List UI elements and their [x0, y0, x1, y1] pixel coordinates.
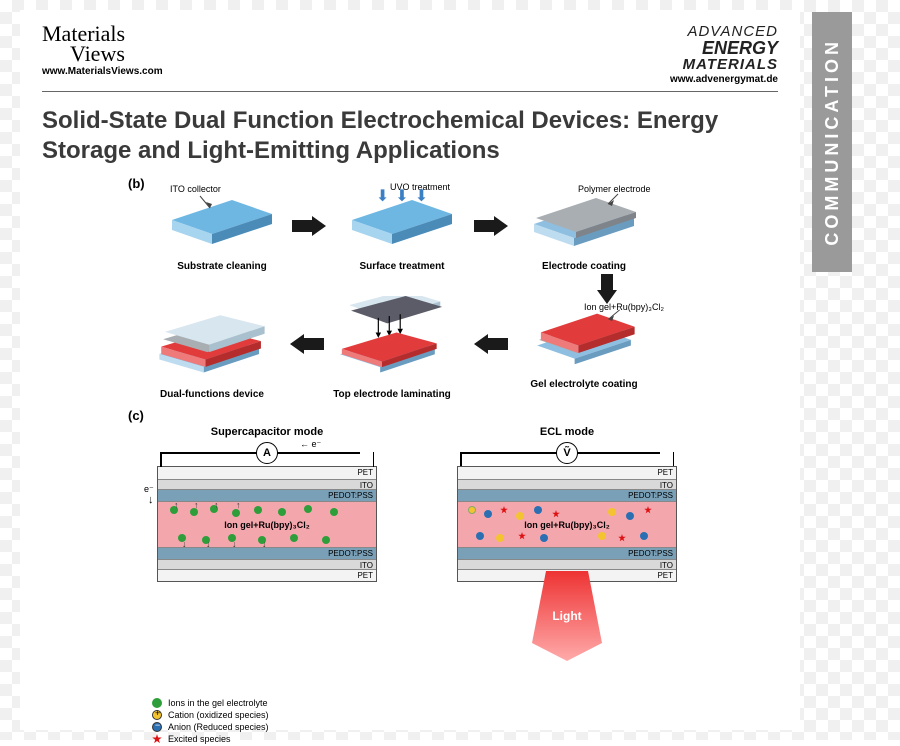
section-tab-label: COMMUNICATION	[822, 38, 843, 246]
light-beam-icon: Light	[532, 571, 602, 661]
journal-brand: ADVANCED ENERGY MATERIALS www.advenergym…	[670, 24, 778, 85]
journal-url: www.advenergymat.de	[670, 74, 778, 85]
article-title: Solid-State Dual Function Electrochemica…	[42, 106, 778, 166]
panel-c-label: (c)	[128, 408, 144, 423]
step-gel-coating: Ion gel+Ru(bpy)₃Cl₂ Gel electrolyte coat…	[514, 308, 654, 390]
step-surface-treatment: UVO treatment ⬇⬇⬇ Surface treatment	[332, 190, 472, 272]
slab-icon	[524, 190, 644, 250]
circuit-icon: ← e⁻ A	[142, 442, 392, 466]
logo-url: www.MaterialsViews.com	[42, 66, 163, 77]
page: MaterialsViews www.MaterialsViews.com AD…	[20, 10, 800, 730]
slab-icon	[152, 306, 272, 378]
slab-icon	[524, 308, 644, 368]
gel-layer: Ion gel+Ru(bpy)₃Cl₂	[158, 501, 376, 547]
gel-layer: Ion gel+Ru(bpy)₃Cl₂	[458, 501, 676, 547]
ammeter-icon: A	[256, 442, 278, 464]
circuit-icon: Ṽ	[442, 442, 692, 466]
voltmeter-icon: Ṽ	[556, 442, 578, 464]
step-final-device: Dual-functions device	[142, 306, 282, 400]
legend: Ions in the gel electrolyte +Cation (oxi…	[152, 696, 269, 746]
ion-swatch-icon	[152, 698, 162, 708]
slab-icon	[162, 190, 282, 250]
step-laminating: Top electrode laminating	[322, 296, 462, 400]
section-tab: COMMUNICATION	[812, 12, 852, 272]
arrow-down-icon	[597, 274, 617, 304]
arrow-right-icon	[292, 216, 326, 236]
anion-swatch-icon: −	[152, 722, 162, 732]
step-substrate-cleaning: ITO collector Substrate cleaning	[152, 190, 292, 272]
cation-swatch-icon: +	[152, 710, 162, 720]
layer-stack: PET ITO PEDOT:PSS Ion gel+Ru(bpy)₃Cl₂	[157, 466, 377, 582]
excited-swatch-icon	[152, 734, 162, 744]
arrow-left-icon	[474, 334, 508, 354]
ecl-mode: ECL mode Ṽ PET ITO PEDOT:PSS Ion gel+Ru…	[442, 426, 692, 582]
layer-stack: PET ITO PEDOT:PSS Ion gel+Ru(bpy)₃Cl₂	[457, 466, 677, 582]
slab-icon	[342, 190, 462, 250]
arrow-right-icon	[474, 216, 508, 236]
panel-b-label: (b)	[128, 176, 145, 191]
step-electrode-coating: Polymer electrode Electrode coating	[514, 190, 654, 272]
materials-views-logo: MaterialsViews www.MaterialsViews.com	[42, 24, 163, 77]
supercap-mode: Supercapacitor mode ← e⁻ A e⁻ ↓ PET ITO …	[142, 426, 392, 582]
arrow-left-icon	[290, 334, 324, 354]
slab-icon	[332, 296, 452, 378]
header: MaterialsViews www.MaterialsViews.com AD…	[42, 24, 778, 92]
figure-wrap: (b) ITO collector Substrate cleaning UVO…	[42, 176, 778, 736]
